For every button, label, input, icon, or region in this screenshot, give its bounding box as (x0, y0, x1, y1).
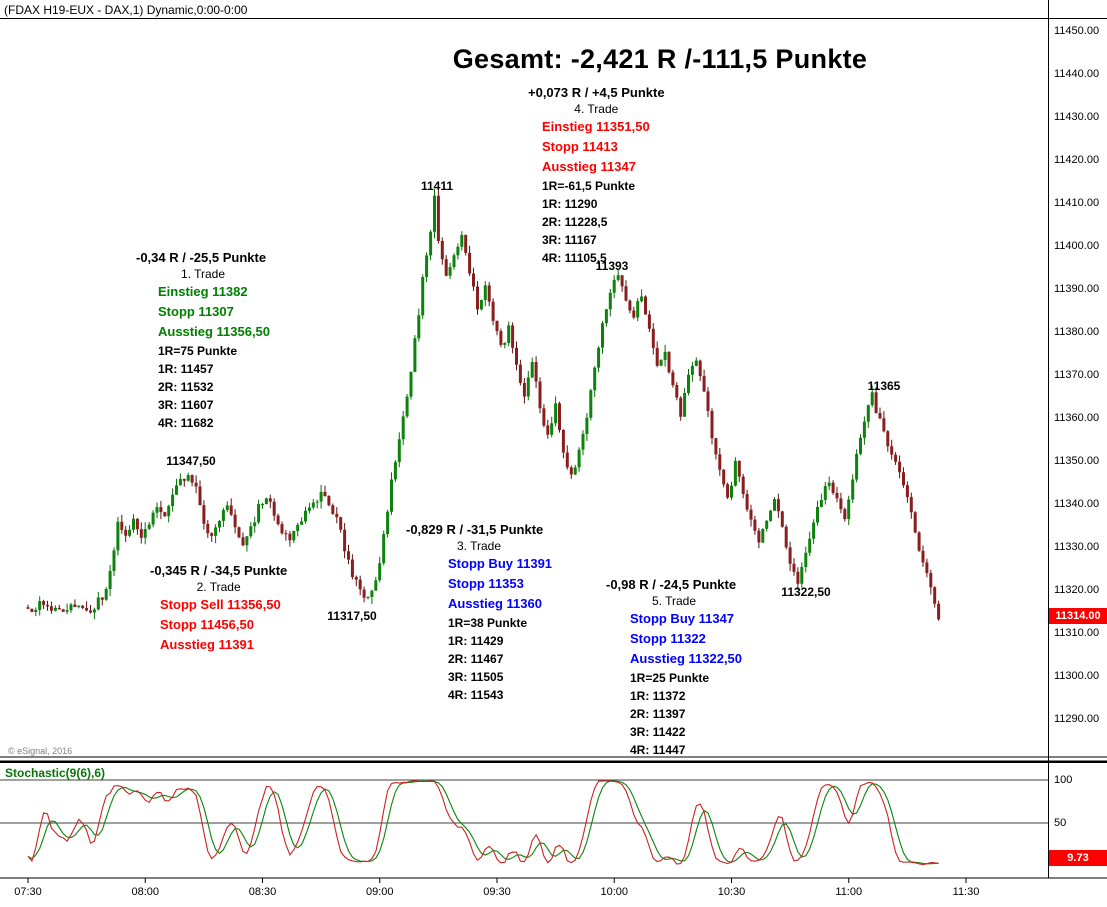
trade-risk-line: 2R: 11532 (158, 380, 214, 394)
time-axis-label: 09:30 (483, 886, 511, 898)
trade-order-line: Stopp 11353 (448, 576, 524, 591)
time-axis-label: 11:00 (835, 886, 863, 898)
trade-order-line: Stopp 11413 (542, 139, 618, 154)
price-axis-label: 11320.00 (1054, 584, 1100, 596)
trade-order-line: Einstieg 11382 (158, 284, 248, 299)
trade-order-line: Stopp Sell 11356,50 (160, 597, 281, 612)
trade-number: 5. Trade (652, 594, 697, 608)
trade-risk-line: 3R: 11505 (448, 670, 504, 684)
time-axis-label: 08:00 (131, 886, 160, 898)
price-axis-label: 11350.00 (1054, 455, 1100, 467)
time-axis-label: 07:30 (14, 886, 42, 898)
price-axis-label: 11400.00 (1054, 240, 1100, 252)
trade-risk-line: 2R: 11228,5 (542, 215, 608, 229)
time-axis-label: 11:30 (952, 886, 980, 898)
trade-risk-line: 1R=25 Punkte (630, 671, 710, 685)
copyright-note: © eSignal, 2016 (8, 746, 73, 756)
price-axis-label: 11450.00 (1054, 25, 1100, 37)
trade-result: +0,073 R / +4,5 Punkte (528, 85, 665, 100)
trade-order-line: Ausstieg 11322,50 (630, 651, 743, 666)
trade-annotation-3: -0,829 R / -31,5 Punkte 3. Trade Stopp Buy… (406, 521, 552, 704)
trade-risk-line: 4R: 11105,5 (542, 251, 607, 265)
indicator-label: Stochastic(9(6),6) (5, 766, 106, 780)
trade-order-line: Einstieg 11351,50 (542, 119, 650, 134)
trade-risk-line: 1R=75 Punkte (158, 344, 238, 358)
trade-annotation-5: -0,98 R / -24,5 Punkte 5. Trade Stopp Buy … (606, 576, 742, 759)
panel-separator (0, 760, 1107, 763)
price-axis-label: 11420.00 (1054, 154, 1100, 166)
indicator-level-label: 100 (1054, 774, 1073, 786)
indicator-value-badge: 9.73 (1049, 849, 1107, 866)
trade-result: -0,34 R / -25,5 Punkte (136, 250, 267, 265)
trade-number: 4. Trade (574, 102, 619, 116)
price-axis-label: 11300.00 (1054, 670, 1100, 682)
trade-order-line: Stopp Buy 11347 (630, 611, 735, 626)
price-axis-label: 11360.00 (1054, 412, 1100, 424)
trade-order-line: Stopp Buy 11391 (448, 556, 553, 571)
trade-order-line: Ausstieg 11391 (160, 637, 254, 652)
trade-risk-line: 4R: 11682 (158, 416, 214, 430)
trade-order-line: Ausstieg 11356,50 (158, 324, 271, 339)
trade-number: 1. Trade (181, 267, 226, 281)
trade-order-line: Ausstieg 11360 (448, 596, 542, 611)
trade-annotation-4: +0,073 R / +4,5 Punkte 4. Trade Einstieg 1… (528, 84, 665, 267)
trade-order-line: Stopp 11307 (158, 304, 234, 319)
trade-risk-line: 1R=-61,5 Punkte (542, 179, 636, 193)
price-axis-label: 11440.00 (1054, 68, 1100, 80)
price-swing-label: 11365 (867, 379, 901, 393)
trade-number: 3. Trade (457, 539, 502, 553)
trade-risk-line: 1R=38 Punkte (448, 616, 528, 630)
price-axis-label: 11370.00 (1054, 369, 1100, 381)
price-axis-label: 11430.00 (1054, 111, 1100, 123)
price-axis-label: 11410.00 (1054, 197, 1100, 209)
trade-annotation-2: -0,345 R / -34,5 Punkte 2. Trade Stopp Sel… (150, 562, 287, 655)
trade-result: -0,829 R / -31,5 Punkte (406, 522, 544, 537)
price-axis-label: 11290.00 (1054, 713, 1100, 725)
trade-risk-line: 4R: 11543 (448, 688, 504, 702)
price-swing-label: 11322,50 (781, 585, 831, 599)
trade-result: -0,345 R / -34,5 Punkte (150, 563, 288, 578)
trade-number: 2. Trade (196, 580, 241, 594)
indicator-level-label: 50 (1054, 817, 1067, 829)
trade-order-line: Ausstieg 11347 (542, 159, 636, 174)
window-title: (FDAX H19-EUX - DAX,1) Dynamic,0:00-0:00 (4, 3, 248, 17)
price-swing-label: 11393 (595, 259, 629, 273)
stochastic-red-line (27, 780, 939, 866)
price-swing-label: 11317,50 (327, 609, 377, 623)
time-axis-label: 09:00 (365, 886, 394, 898)
trade-risk-line: 3R: 11167 (542, 233, 597, 247)
trade-annotation-1: -0,34 R / -25,5 Punkte 1. Trade Einstieg 1… (136, 249, 270, 432)
price-swing-label: 11411 (420, 179, 454, 193)
price-swing-label: 11347,50 (166, 454, 216, 468)
trade-risk-line: 1R: 11290 (542, 197, 598, 211)
trade-risk-line: 1R: 11372 (630, 689, 686, 703)
trade-risk-line: 2R: 11397 (630, 707, 686, 721)
current-price-badge: 11314.00 (1049, 607, 1107, 624)
time-axis-label: 08:30 (248, 886, 277, 898)
trade-risk-line: 4R: 11447 (630, 743, 686, 757)
price-axis-label: 11340.00 (1054, 498, 1100, 510)
trade-order-line: Stopp 11456,50 (160, 617, 254, 632)
price-axis-label: 11390.00 (1054, 283, 1100, 295)
stochastic-green-line (27, 780, 939, 865)
trade-risk-line: 2R: 11467 (448, 652, 504, 666)
trade-result: -0,98 R / -24,5 Punkte (606, 577, 737, 592)
price-axis-label: 11380.00 (1054, 326, 1100, 338)
trade-risk-line: 3R: 11422 (630, 725, 686, 739)
price-axis-label: 11310.00 (1054, 627, 1100, 639)
trade-risk-line: 1R: 11457 (158, 362, 214, 376)
trade-risk-line: 3R: 11607 (158, 398, 214, 412)
price-axis-label: 11330.00 (1054, 541, 1100, 553)
total-result-title: Gesamt: -2,421 R /-111,5 Punkte (452, 44, 868, 74)
time-axis-label: 10:30 (717, 886, 746, 898)
trade-risk-line: 1R: 11429 (448, 634, 504, 648)
trade-order-line: Stopp 11322 (630, 631, 706, 646)
time-axis-label: 10:00 (600, 886, 629, 898)
